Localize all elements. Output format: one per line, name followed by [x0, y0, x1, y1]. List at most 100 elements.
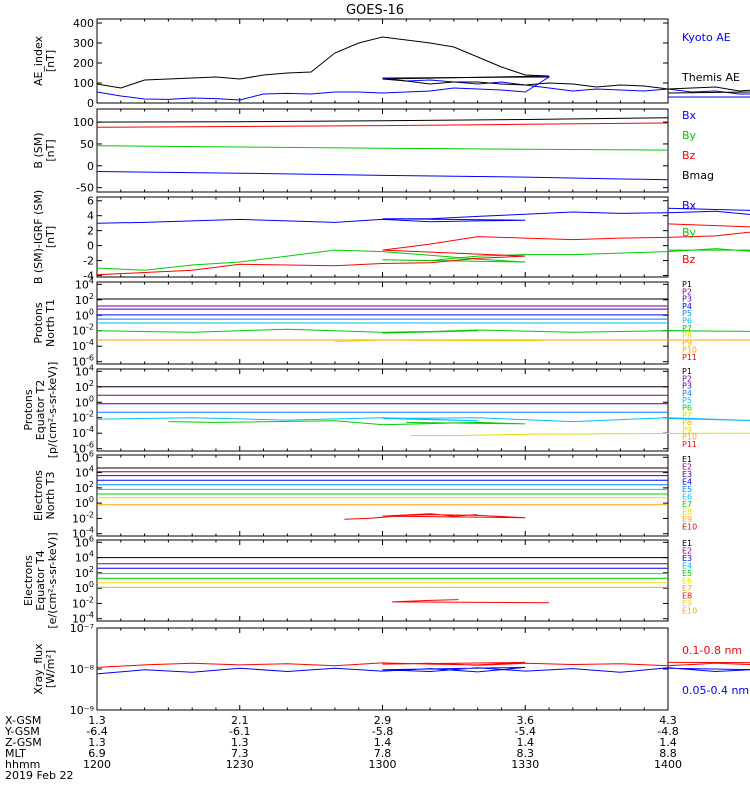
series-line — [96, 76, 750, 101]
footer-value: 1200 — [83, 758, 111, 771]
y-tick-label: 102 — [75, 565, 94, 580]
footer-value: -6.4 — [86, 725, 107, 738]
legend-entry: P4 — [682, 302, 692, 311]
footer-row-label: hhmm — [5, 758, 40, 771]
legend-entry: P6 — [682, 404, 692, 413]
legend-entry: P2 — [682, 374, 692, 383]
y-tick-label: 2 — [87, 225, 94, 238]
footer-row-label: Z-GSM — [5, 736, 42, 749]
legend-entry: E5 — [682, 485, 692, 494]
series-line — [96, 248, 750, 271]
y-tick-label: 10-4 — [72, 425, 94, 440]
y-tick-label: 100 — [75, 495, 94, 510]
legend-entry: E9 — [682, 599, 692, 608]
legend-entry: E1 — [682, 455, 692, 464]
footer-value: -5.8 — [372, 725, 393, 738]
legend-entry: E3 — [682, 554, 692, 563]
y-tick-label: 102 — [75, 480, 94, 495]
series-line — [96, 207, 750, 224]
legend-entry: 0.05-0.4 nm — [682, 684, 749, 697]
series-line — [411, 432, 750, 436]
footer-value: 1330 — [511, 758, 539, 771]
legend-entry: By — [682, 129, 697, 142]
legend-entry: E4 — [682, 478, 692, 487]
legend-entry: P1 — [682, 280, 692, 289]
legend-entry: E9 — [682, 515, 692, 524]
y-axis-label: [nT] — [44, 139, 57, 161]
y-tick-label: 104 — [75, 276, 94, 291]
y-tick-label: 10-2 — [72, 510, 94, 525]
y-tick-label: 102 — [75, 379, 94, 394]
legend-entry: Bz — [682, 253, 696, 266]
legend-entry: E2 — [682, 463, 692, 472]
legend-entry: P8 — [682, 418, 692, 427]
legend-entry: E6 — [682, 493, 692, 502]
series-line — [391, 599, 550, 604]
y-axis-label: Electrons — [22, 555, 35, 606]
legend-entry: E10 — [682, 607, 697, 616]
y-tick-label: -50 — [76, 182, 94, 195]
legend-entry: E3 — [682, 470, 692, 479]
y-tick-label: 100 — [75, 394, 94, 409]
legend-entry: E6 — [682, 577, 692, 586]
series-line — [96, 666, 750, 675]
footer-row-label: 2019 Feb 22 — [5, 769, 73, 782]
y-tick-label: 4 — [87, 210, 94, 223]
y-tick-label: 400 — [73, 17, 94, 30]
y-tick-label: 10-2 — [72, 595, 94, 610]
y-tick-label: 10⁻⁹ — [70, 704, 94, 717]
y-tick-label: 0 — [87, 160, 94, 173]
legend-entry: P11 — [682, 440, 697, 449]
y-axis-label: B (SM)-IGRF (SM) — [32, 190, 45, 284]
y-tick-label: 106 — [75, 534, 94, 549]
legend-entry: P5 — [682, 309, 692, 318]
footer-value: 8.8 — [659, 747, 677, 760]
footer-row-label: MLT — [5, 747, 26, 760]
y-axis-label: Xray_flux — [32, 643, 45, 695]
legend-entry: P6 — [682, 317, 692, 326]
panel-frame — [96, 539, 669, 622]
y-tick-label: 10-4 — [72, 338, 94, 353]
footer-value: 1230 — [226, 758, 254, 771]
y-axis-label: Protons — [32, 302, 45, 343]
y-tick-label: 0 — [87, 97, 94, 110]
footer-value: 1.4 — [374, 736, 392, 749]
y-axis-label: [e/(cm²-s-sr-keV)] — [46, 532, 59, 628]
series-line — [96, 661, 750, 668]
series-line — [168, 420, 526, 426]
y-axis-label: Electrons — [32, 470, 45, 521]
legend-entry: P1 — [682, 367, 692, 376]
footer-value: 2.1 — [231, 714, 249, 727]
legend-entry: E10 — [682, 523, 697, 532]
y-axis-label: [p/(cm²-s-sr-keV)] — [46, 362, 59, 459]
chart-title: GOES-16 — [346, 3, 404, 18]
y-tick-label: 10-2 — [72, 410, 94, 425]
footer-value: 1.4 — [659, 736, 677, 749]
y-tick-label: 0 — [87, 240, 94, 253]
legend-entry: By — [682, 226, 697, 239]
legend-entry: P10 — [682, 346, 697, 355]
series-line — [96, 171, 669, 181]
legend-entry: 0.1-0.8 nm — [682, 644, 742, 657]
y-tick-label: 10-2 — [72, 323, 94, 338]
y-tick-label: 50 — [80, 138, 94, 151]
panel-frame — [96, 368, 669, 452]
y-axis-label: Protons — [22, 389, 35, 430]
legend-entry: P9 — [682, 338, 692, 347]
y-axis-label: [W/m²] — [44, 650, 57, 688]
y-axis-label: B (SM) — [32, 132, 45, 168]
legend-entry: Bx — [682, 109, 697, 122]
footer-value: 1400 — [654, 758, 682, 771]
footer-value: 1300 — [369, 758, 397, 771]
y-tick-label: 100 — [75, 580, 94, 595]
y-tick-label: 104 — [75, 550, 94, 565]
series-line — [344, 513, 526, 520]
footer-value: 1.3 — [88, 714, 106, 727]
legend-entry: Bmag — [682, 169, 714, 182]
y-tick-label: 104 — [75, 363, 94, 378]
panel-frame — [96, 454, 669, 537]
y-tick-label: 300 — [73, 37, 94, 50]
y-axis-label: [nT] — [44, 50, 57, 72]
legend-entry: P7 — [682, 411, 692, 420]
